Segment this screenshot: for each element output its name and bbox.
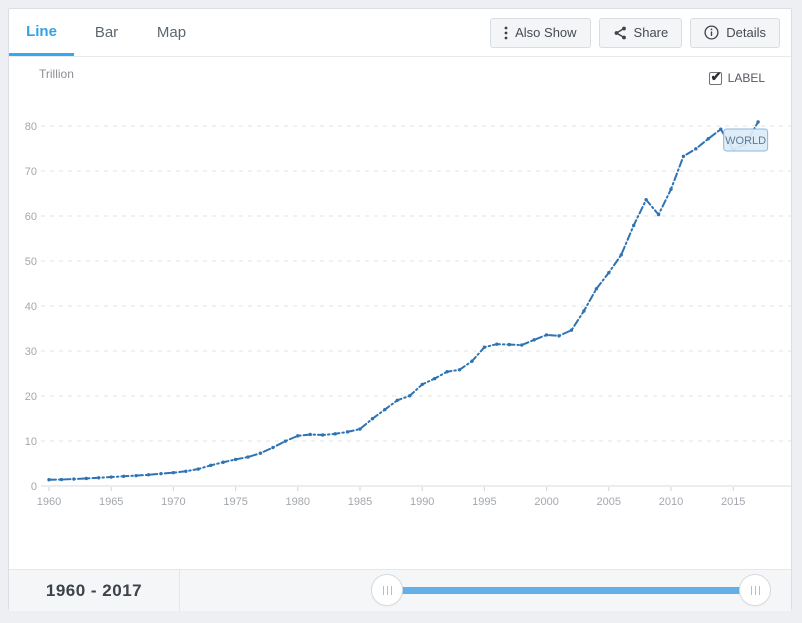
svg-text:1995: 1995 xyxy=(472,496,496,508)
svg-text:1990: 1990 xyxy=(410,496,434,508)
svg-text:70: 70 xyxy=(25,166,37,178)
toolbar: Also Show Share xyxy=(490,9,791,56)
line-chart[interactable]: 0 10 20 30 40 50 60 70 80 1960 1965 1970 1975 1980 198… xyxy=(9,56,795,569)
details-button[interactable]: Details xyxy=(690,17,780,48)
svg-text:1980: 1980 xyxy=(286,496,310,508)
tab-map[interactable]: Map xyxy=(156,24,187,41)
svg-text:2000: 2000 xyxy=(534,496,558,508)
svg-text:1985: 1985 xyxy=(348,496,372,508)
share-button[interactable]: Share xyxy=(598,17,683,48)
timeline-bar: 1960 - 2017 xyxy=(9,569,791,611)
info-icon xyxy=(704,25,719,40)
label-checkbox[interactable]: ✔ LABEL xyxy=(708,68,765,85)
svg-text:1965: 1965 xyxy=(99,496,123,508)
share-icon xyxy=(613,26,627,40)
svg-text:40: 40 xyxy=(25,301,37,313)
label-checkbox-text: LABEL xyxy=(727,71,765,85)
also-show-button[interactable]: Also Show xyxy=(490,17,591,48)
svg-text:50: 50 xyxy=(25,256,37,268)
svg-text:0: 0 xyxy=(31,481,37,493)
svg-text:30: 30 xyxy=(25,346,37,358)
slider-handle-start[interactable] xyxy=(371,574,403,606)
svg-text:1960: 1960 xyxy=(37,496,61,508)
tab-line[interactable]: Line xyxy=(9,9,74,56)
svg-text:80: 80 xyxy=(25,121,37,133)
svg-text:20: 20 xyxy=(25,391,37,403)
slider-handle-end[interactable] xyxy=(739,574,771,606)
world-series-line xyxy=(48,120,760,481)
slider-track[interactable] xyxy=(387,587,755,594)
svg-text:2005: 2005 xyxy=(597,496,621,508)
also-show-label: Also Show xyxy=(515,25,577,40)
series-end-label: WORLD xyxy=(723,128,769,152)
svg-text:1970: 1970 xyxy=(161,496,185,508)
svg-text:1975: 1975 xyxy=(223,496,247,508)
vertical-ellipsis-icon xyxy=(504,26,508,40)
svg-text:WORLD: WORLD xyxy=(725,135,766,147)
year-range-slider[interactable] xyxy=(180,570,791,611)
year-range-label: 1960 - 2017 xyxy=(9,570,180,611)
svg-text:60: 60 xyxy=(25,211,37,223)
svg-text:2010: 2010 xyxy=(659,496,683,508)
y-axis-unit-label: Trillion xyxy=(39,67,74,81)
svg-text:2015: 2015 xyxy=(721,496,745,508)
chart-widget-card: Line Bar Map Also Show xyxy=(8,8,795,611)
tab-bar: Line Bar Map Also Show xyxy=(9,9,791,57)
tab-bar-chart[interactable]: Bar xyxy=(94,24,119,41)
svg-text:10: 10 xyxy=(25,436,37,448)
checkbox-checked-icon[interactable]: ✔ xyxy=(708,68,722,85)
details-label: Details xyxy=(726,25,766,40)
share-label: Share xyxy=(633,25,669,40)
